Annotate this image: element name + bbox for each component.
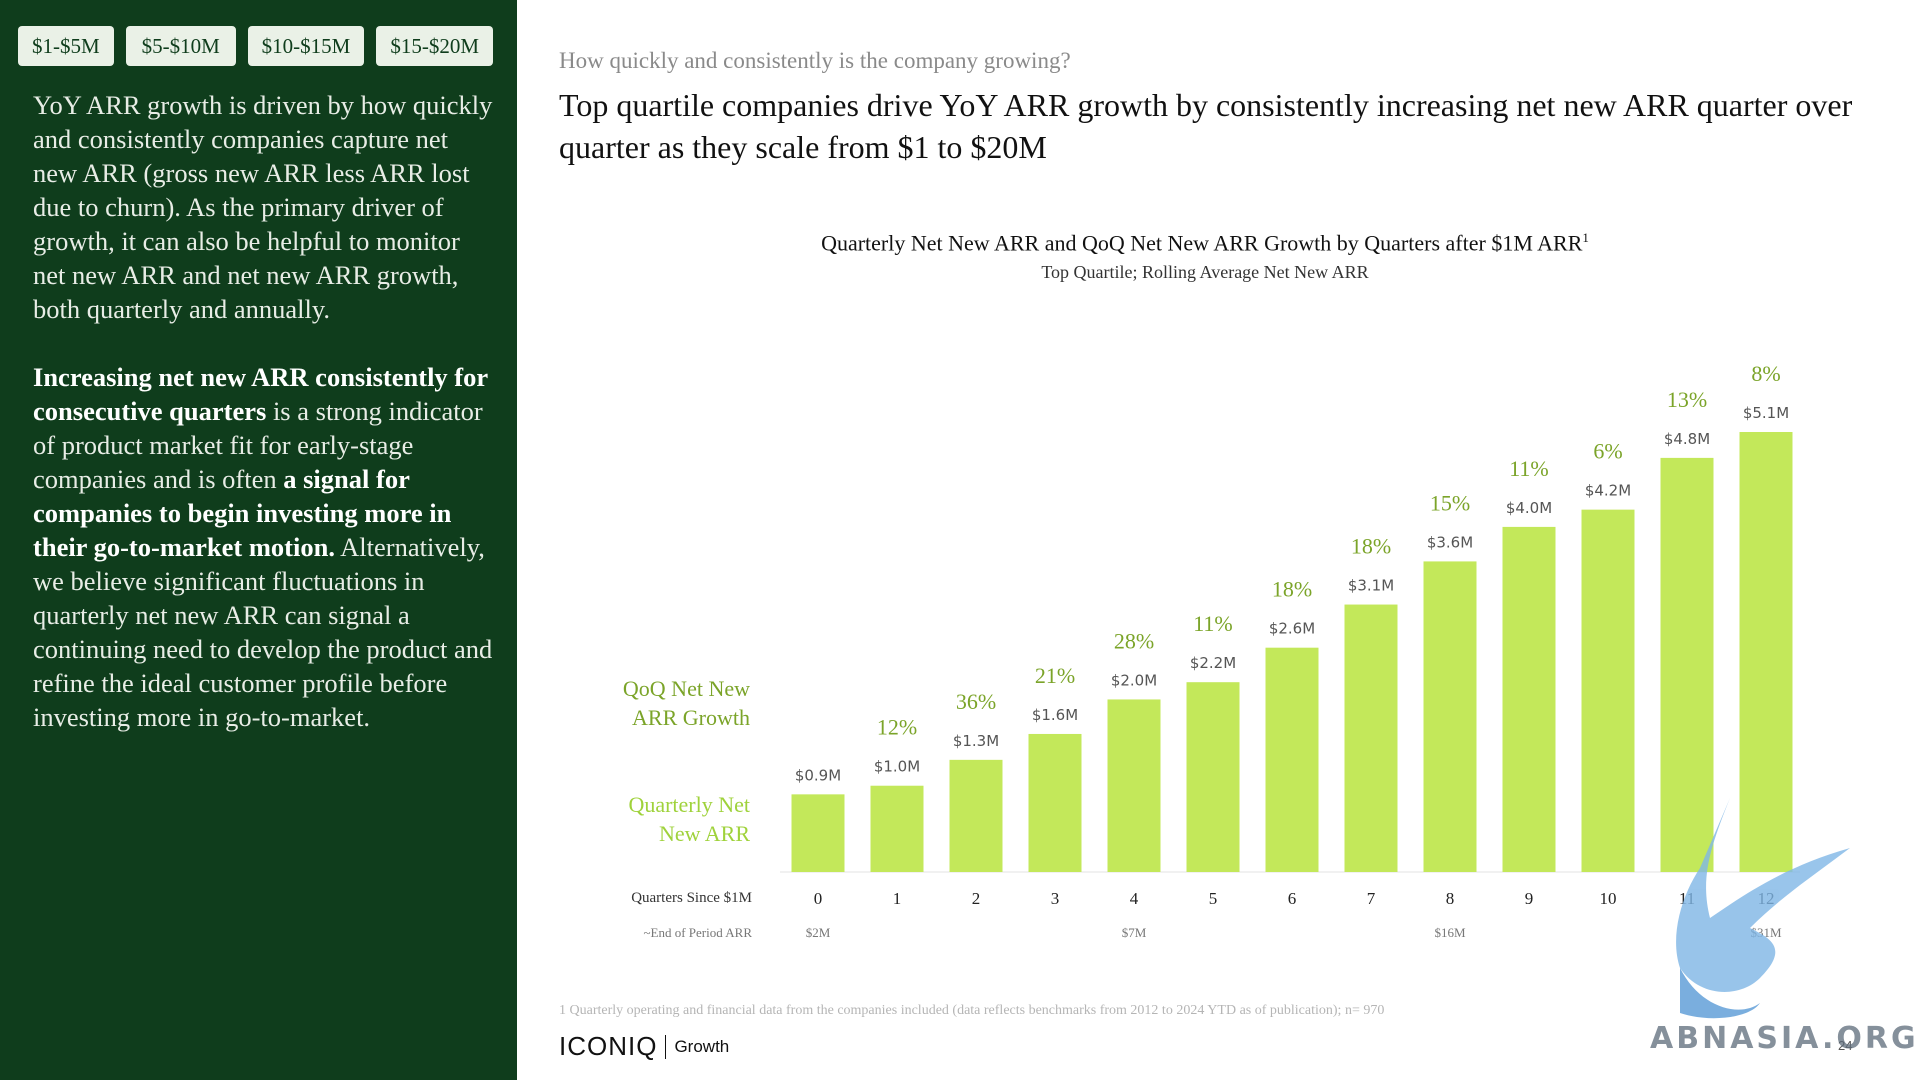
left-panel: $1-$5M $5-$10M $10-$15M $15-$20M YoY ARR… (0, 0, 517, 1080)
bar-value-label: $2.6M (1269, 620, 1315, 638)
growth-label: 28% (1114, 628, 1154, 653)
bar (1028, 733, 1082, 872)
bar-value-label: $2.0M (1111, 671, 1157, 689)
end-arr-label: $2M (806, 925, 831, 940)
chart-title: Quarterly Net New ARR and QoQ Net New AR… (700, 230, 1710, 256)
bar (949, 759, 1003, 872)
bar (1186, 682, 1240, 872)
watermark-wing (1676, 798, 1850, 992)
growth-label: 21% (1035, 663, 1075, 688)
x-tick-label: 6 (1288, 889, 1297, 908)
bar (1660, 457, 1714, 872)
watermark-logo: ABNASIA.ORG (1650, 798, 1919, 1056)
bar (1581, 509, 1635, 872)
text-2: Alternatively, we believe significant fl… (33, 532, 493, 732)
x-tick-label: 2 (972, 889, 981, 908)
growth-label: 6% (1593, 439, 1622, 464)
tab-15-20m[interactable]: $15-$20M (376, 26, 494, 66)
legend-arr-line1: Quarterly Net (628, 792, 750, 817)
page-headline: Top quartile companies drive YoY ARR gro… (559, 87, 1853, 165)
bar-value-label: $4.2M (1585, 482, 1631, 500)
tab-5-10m[interactable]: $5-$10M (125, 26, 236, 66)
legend-growth-line2: ARR Growth (632, 705, 750, 730)
page-number: 24 (1838, 1038, 1853, 1053)
growth-label: 13% (1667, 387, 1707, 412)
bar (1265, 647, 1319, 872)
chart-title-text: Quarterly Net New ARR and QoQ Net New AR… (821, 230, 1583, 256)
bar (791, 794, 845, 872)
growth-label: 11% (1509, 456, 1549, 481)
footnote: 1 Quarterly operating and financial data… (559, 1003, 1385, 1018)
bar (1107, 699, 1161, 872)
tab-1-5m[interactable]: $1-$5M (18, 26, 114, 66)
growth-label: 18% (1272, 577, 1312, 602)
bar-value-label: $3.6M (1427, 533, 1473, 551)
end-arr-label: $7M (1122, 925, 1147, 940)
bar-value-label: $1.0M (874, 758, 920, 776)
bar-value-label: $0.9M (795, 766, 841, 784)
tab-10-15m[interactable]: $10-$15M (247, 26, 365, 66)
bar-value-label: $5.1M (1743, 404, 1789, 422)
bar (870, 785, 924, 872)
watermark-text: ABNASIA.ORG (1650, 1021, 1919, 1056)
x-tick-label: 7 (1367, 889, 1376, 908)
left-description: YoY ARR growth is driven by how quickly … (33, 88, 493, 734)
iconiq-logo: ICONIQ Growth (559, 1031, 729, 1062)
growth-label: 11% (1193, 611, 1233, 636)
watermark-body (1680, 968, 1760, 1019)
x-tick-label: 3 (1051, 889, 1060, 908)
end-arr-row-label: ~End of Period ARR (643, 925, 752, 940)
end-arr-label: $16M (1434, 925, 1466, 940)
growth-label: 12% (877, 715, 917, 740)
bar-value-label: $3.1M (1348, 577, 1394, 595)
bar (1423, 561, 1477, 872)
text-1: is a strong indicator of product market … (33, 396, 483, 494)
x-tick-label: 4 (1130, 889, 1139, 908)
eyebrow-question: How quickly and consistently is the comp… (559, 48, 1071, 73)
legend-arr: Quarterly Net New ARR (628, 790, 750, 848)
growth-label: 8% (1751, 361, 1780, 386)
logo-sub: Growth (674, 1036, 730, 1056)
bar (1739, 432, 1793, 872)
x-tick-label: 8 (1446, 889, 1455, 908)
growth-label: 18% (1351, 534, 1391, 559)
legend-growth: QoQ Net New ARR Growth (623, 674, 750, 732)
bar-value-label: $2.2M (1190, 654, 1236, 672)
bold-text-1: Increasing net new ARR consistently for … (33, 362, 488, 426)
bar (1344, 604, 1398, 872)
bar-value-label: $4.8M (1664, 430, 1710, 448)
logo-divider (665, 1034, 667, 1059)
bold-text-2: a signal for companies to begin investin… (33, 464, 452, 562)
bar-value-label: $1.3M (953, 732, 999, 750)
logo-main: ICONIQ (559, 1031, 658, 1061)
x-tick-label: 0 (814, 889, 823, 908)
x-tick-label: 10 (1600, 889, 1617, 908)
bar (1502, 526, 1556, 872)
legend-arr-line2: New ARR (658, 821, 750, 846)
bar-value-label: $4.0M (1506, 499, 1552, 517)
x-tick-label: 9 (1525, 889, 1534, 908)
bar-value-label: $1.6M (1032, 706, 1078, 724)
growth-label: 36% (956, 689, 996, 714)
paragraph-2: Increasing net new ARR consistently for … (33, 360, 493, 734)
chart-title-footnote-marker: 1 (1582, 230, 1589, 245)
growth-label: 15% (1430, 490, 1470, 515)
range-tabs: $1-$5M $5-$10M $10-$15M $15-$20M (18, 26, 494, 66)
chart-subtitle: Top Quartile; Rolling Average Net New AR… (1041, 262, 1369, 282)
x-tick-label: 1 (893, 889, 902, 908)
paragraph-1: YoY ARR growth is driven by how quickly … (33, 90, 493, 324)
x-tick-label: 5 (1209, 889, 1218, 908)
quarters-row-label: Quarters Since $1M (631, 890, 752, 906)
legend-growth-line1: QoQ Net New (622, 676, 750, 701)
